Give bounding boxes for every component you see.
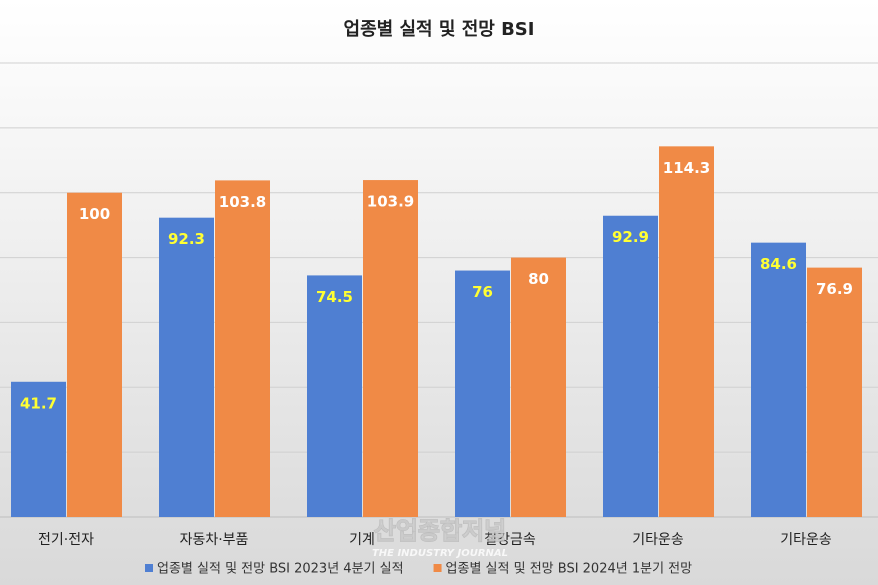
bar [307, 275, 362, 517]
data-label: 92.3 [168, 230, 205, 248]
data-label: 114.3 [663, 159, 710, 177]
x-tick-label: 기타운송 [632, 532, 684, 548]
bar [659, 146, 714, 517]
x-tick-label: 기계 [349, 532, 375, 548]
data-label: 74.5 [316, 288, 353, 306]
bar [159, 217, 214, 518]
bar [455, 270, 510, 517]
data-label: 76.9 [816, 280, 853, 298]
bar [11, 381, 66, 517]
bar [751, 242, 806, 517]
data-label: 41.7 [20, 394, 57, 412]
data-label: 92.9 [612, 228, 649, 246]
data-label: 103.8 [219, 193, 266, 211]
legend-label: 업종별 실적 및 전망 BSI 2024년 1분기 전망 [446, 562, 693, 577]
bar [603, 215, 658, 517]
bar [807, 267, 862, 517]
bar [511, 257, 566, 517]
bar [363, 180, 418, 517]
legend-swatch [145, 564, 153, 572]
x-tick-label: 자동차·부품 [180, 532, 249, 548]
x-tick-label: 전기·전자 [38, 532, 94, 548]
watermark-subtitle: THE INDUSTRY JOURNAL [372, 548, 508, 559]
data-label: 80 [528, 270, 549, 288]
data-label: 76 [472, 283, 493, 301]
data-label: 84.6 [760, 255, 797, 273]
data-label: 100 [79, 205, 110, 223]
legend-label: 업종별 실적 및 전망 BSI 2023년 4분기 실적 [157, 562, 404, 577]
x-tick-label: 기타운송 [780, 532, 832, 548]
legend-swatch [433, 564, 442, 572]
bar [215, 180, 270, 518]
bar [67, 192, 122, 517]
watermark-title: 산업종합저널 [374, 517, 506, 545]
data-label: 103.9 [367, 193, 414, 211]
chart-title: 업종별 실적 및 전망 BSI [344, 19, 535, 40]
x-tick-label: 철강금속 [484, 532, 536, 548]
